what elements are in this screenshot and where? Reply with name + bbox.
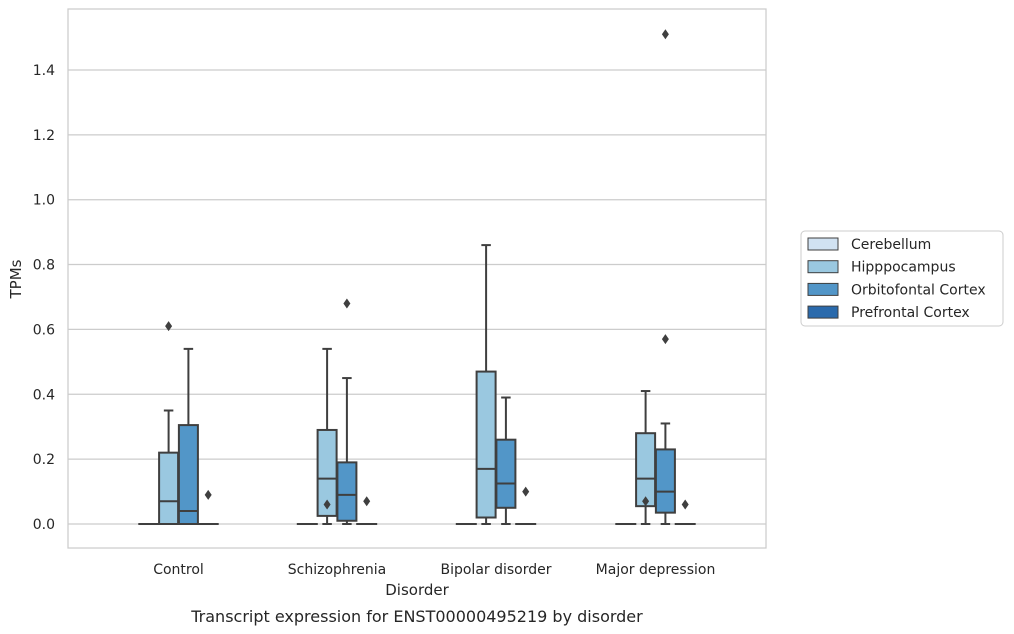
x-axis-label: Disorder: [385, 581, 449, 599]
box-outlier: [522, 486, 530, 497]
y-tick-label: 0.2: [33, 452, 55, 468]
box-outlier: [661, 29, 669, 40]
legend-swatch: [807, 237, 839, 251]
box-outlier: [343, 298, 351, 309]
legend-entry: Cerebellum: [851, 237, 931, 253]
legend-frame: [800, 230, 1004, 327]
x-tick-label: Schizophrenia: [288, 562, 386, 578]
x-tick-labels: Control Schizophrenia Bipolar disorder Majo…: [153, 562, 715, 578]
y-tick-label: 0.8: [33, 258, 55, 274]
plot-frame: [67, 8, 767, 549]
box-outlier: [642, 496, 650, 507]
y-tick-label: 0.0: [33, 517, 55, 533]
y-tick-label: 1.4: [33, 63, 55, 79]
x-tick-label: Bipolar disorder: [440, 562, 551, 578]
x-tick-label: Control: [153, 562, 204, 578]
x-tick-label: Major depression: [596, 562, 716, 578]
legend-swatch: [807, 260, 839, 274]
legend-entry: Prefrontal Cortex: [851, 305, 970, 321]
y-tick-label: 0.6: [33, 322, 55, 338]
box-body: [635, 432, 657, 508]
box-body: [495, 438, 517, 509]
legend-swatch: [807, 305, 839, 319]
y-axis-label: TPMs: [7, 259, 25, 299]
chart-caption: Transcript expression for ENST0000049521…: [190, 607, 643, 626]
box-outlier: [661, 334, 669, 345]
box-outlier: [165, 321, 173, 332]
box-groups: [138, 29, 696, 526]
box-body: [177, 424, 199, 525]
box-body: [654, 448, 676, 514]
y-tick-label: 1.0: [33, 193, 55, 209]
legend: Cerebellum Hipppocampus Orbitofontal Corte…: [800, 230, 1004, 327]
box-body: [336, 461, 358, 522]
legend-entry: Orbitofontal Cortex: [851, 282, 986, 298]
legend-swatch: [807, 282, 839, 296]
box-body: [158, 451, 180, 525]
legend-entry: Hipppocampus: [851, 260, 956, 276]
box-outlier: [323, 499, 331, 510]
box-outlier: [681, 499, 689, 510]
y-tick-label: 1.2: [33, 128, 55, 144]
y-tick-labels: 0.0 0.2 0.4 0.6 0.8 1.0 1.2 1.4: [33, 63, 55, 533]
box-body: [475, 370, 497, 519]
y-tick-label: 0.4: [33, 387, 55, 403]
box-outlier: [204, 489, 212, 500]
box-outlier: [363, 496, 371, 507]
